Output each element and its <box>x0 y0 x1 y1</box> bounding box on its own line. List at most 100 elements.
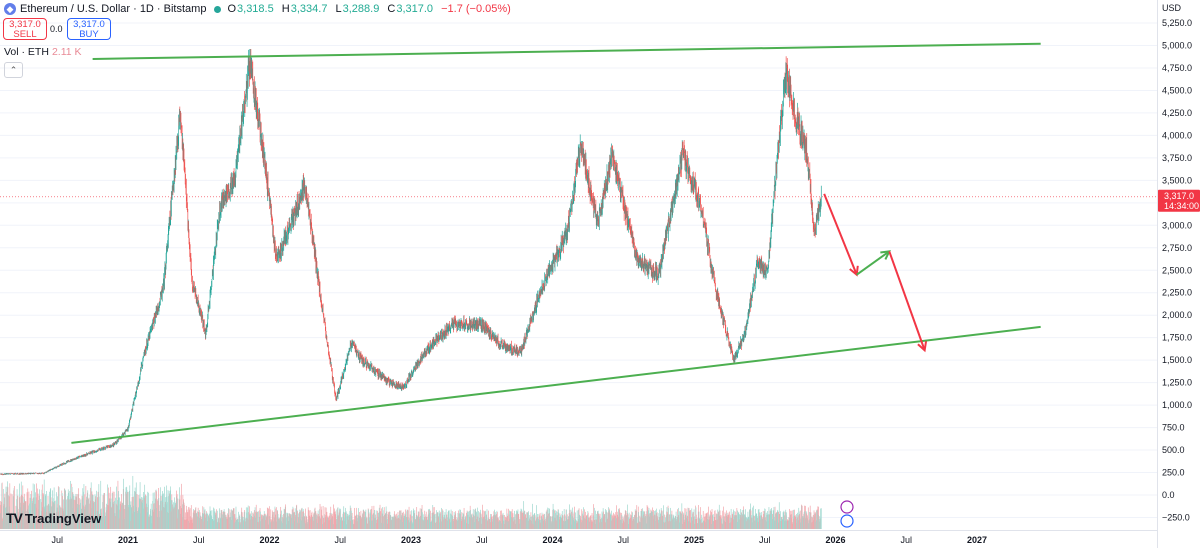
volume-bar <box>223 509 225 529</box>
volume-bar <box>497 517 499 529</box>
volume-bar <box>291 517 293 529</box>
volume-bar <box>64 490 66 529</box>
volume-bar <box>384 515 385 529</box>
price-axis[interactable]: USD5,250.05,000.04,750.04,500.04,250.04,… <box>1157 0 1200 548</box>
volume-bar <box>453 519 454 529</box>
volume-bar <box>530 516 531 529</box>
volume-bar <box>814 516 815 529</box>
volume-value: 2.11 K <box>51 46 82 58</box>
volume-bar <box>281 510 282 529</box>
volume-bar <box>271 510 273 529</box>
us-flag-event-icon[interactable] <box>840 514 854 528</box>
lightning-event-icon[interactable] <box>840 500 854 514</box>
volume-bar <box>120 511 122 529</box>
volume-bar <box>288 516 290 529</box>
volume-bar <box>210 511 212 529</box>
volume-bar <box>548 512 550 529</box>
volume-bar <box>157 517 159 529</box>
volume-bar <box>133 496 134 529</box>
volume-bar <box>253 513 254 529</box>
volume-bar <box>40 511 42 529</box>
volume-bar <box>97 491 99 529</box>
volume-bar <box>630 514 631 529</box>
volume-bar <box>596 513 598 529</box>
volume-bar <box>490 522 492 529</box>
volume-bar <box>602 513 603 529</box>
volume-bar <box>447 511 449 529</box>
volume-bar <box>589 517 590 529</box>
volume-bar <box>451 514 453 529</box>
volume-bar <box>130 501 132 529</box>
volume-legend[interactable]: Vol · ETH 2.11 K <box>4 46 82 58</box>
volume-bar <box>457 512 459 529</box>
volume-bar <box>603 514 605 529</box>
volume-bar <box>486 509 488 529</box>
volume-bar <box>631 515 632 529</box>
volume-bar <box>798 507 800 529</box>
volume-bar <box>509 518 511 529</box>
volume-bar <box>413 508 414 529</box>
symbol-title[interactable]: Ethereum / U.S. Dollar · 1D · Bitstamp <box>20 3 207 15</box>
volume-bar <box>238 511 240 529</box>
volume-bar <box>512 517 514 529</box>
volume-bar <box>223 511 225 529</box>
volume-bar <box>137 495 139 529</box>
volume-bar <box>217 522 218 529</box>
volume-bar <box>397 512 399 529</box>
volume-bar <box>25 515 27 529</box>
volume-bar <box>156 491 157 529</box>
volume-bar <box>523 516 525 529</box>
volume-bar <box>681 503 683 529</box>
volume-bar <box>203 507 205 529</box>
volume-bar <box>343 506 345 529</box>
volume-bar <box>598 515 600 529</box>
volume-bar <box>387 513 389 529</box>
volume-bar <box>260 521 262 529</box>
volume-bar <box>594 519 596 529</box>
volume-bar <box>414 519 416 529</box>
volume-bar <box>734 516 736 529</box>
volume-bar <box>811 516 813 529</box>
volume-bar <box>536 505 538 529</box>
sell-button[interactable]: 3,317.0 SELL <box>3 18 47 40</box>
volume-bar <box>182 504 183 529</box>
volume-bar <box>588 518 590 529</box>
volume-bar <box>55 518 57 529</box>
volume-bar <box>453 521 455 529</box>
volume-bar <box>192 512 194 529</box>
volume-bar <box>781 520 782 529</box>
volume-bar <box>553 509 555 529</box>
volume-bar <box>430 510 431 529</box>
volume-bar <box>88 516 89 529</box>
volume-bar <box>187 512 189 529</box>
volume-bar <box>664 514 665 529</box>
volume-bar <box>593 504 594 529</box>
price-tick-label: 750.0 <box>1162 423 1185 433</box>
drawing-annotations[interactable] <box>0 42 1157 528</box>
volume-bar <box>94 517 95 529</box>
volume-bar <box>70 498 72 529</box>
volume-bar <box>572 507 573 529</box>
volume-bar <box>168 490 170 529</box>
volume-bar <box>519 511 521 529</box>
volume-bar <box>801 505 803 529</box>
volume-bar <box>514 519 516 529</box>
volume-bar <box>813 520 814 529</box>
volume-bar <box>469 516 471 529</box>
volume-bar <box>646 505 648 529</box>
buy-button[interactable]: 3,317.0 BUY <box>67 18 111 40</box>
volume-bar <box>75 496 77 529</box>
volume-bar <box>580 519 582 529</box>
volume-bar <box>411 520 413 529</box>
volume-bar <box>383 510 385 529</box>
volume-bar <box>204 509 206 529</box>
collapse-legend-button[interactable]: ⌃ <box>4 62 23 78</box>
volume-bar <box>477 507 478 529</box>
time-axis[interactable]: Jul 2021 Jul 2022 Jul 2023 Jul 2024 Jul 2025 Jul 20… <box>0 530 1157 546</box>
volume-bar <box>258 516 260 529</box>
volume-bar <box>618 508 619 529</box>
volume-bar <box>309 510 311 529</box>
volume-bar <box>520 508 522 529</box>
volume-bar <box>28 505 29 529</box>
